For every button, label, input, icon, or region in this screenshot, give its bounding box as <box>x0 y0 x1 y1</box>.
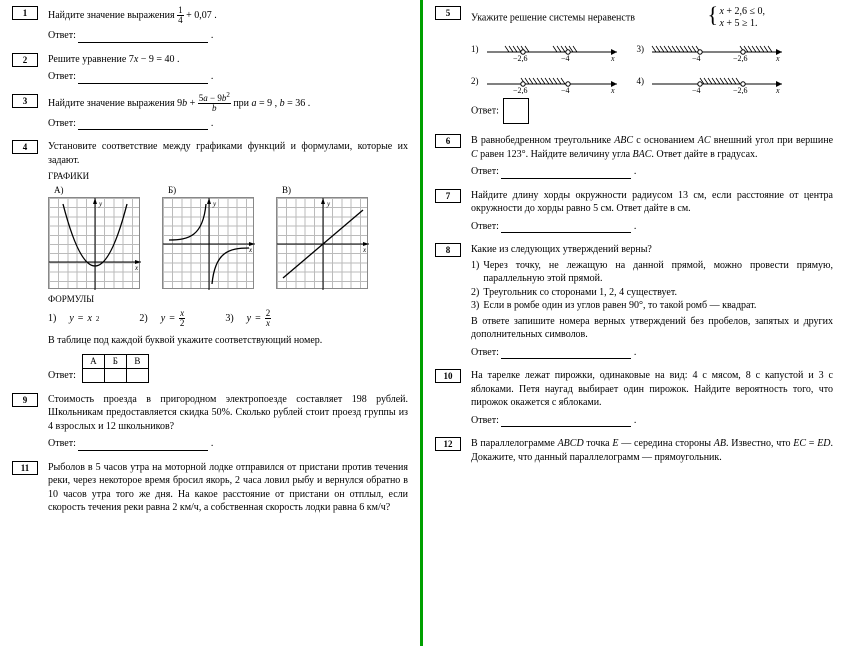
table-instruction: В таблице под каждой буквой укажите соот… <box>48 334 408 348</box>
task-prompt: В равнобедренном треугольнике ABC с осно… <box>471 134 833 161</box>
answer-instruction: В ответе запишите номера верных утвержде… <box>471 315 833 342</box>
answer-line: Ответ: . <box>48 117 408 131</box>
answer-line: Ответ: . <box>471 165 833 179</box>
answer-table: Ответ: АБВ <box>48 352 408 383</box>
task-number: 5 <box>435 6 461 20</box>
task-prompt: Стоимость проезда в пригородном электроп… <box>48 393 408 434</box>
right-column: 5 Укажите решение системы неравенств x +… <box>423 0 845 646</box>
svg-text:x: x <box>248 246 253 254</box>
task-9: 9 Стоимость проезда в пригородном электр… <box>12 393 408 451</box>
statement-2: 2)Треугольник со сторонами 1, 2, 4 сущес… <box>471 286 833 300</box>
svg-text:x: x <box>775 86 780 94</box>
task-12: 12 В параллелограмме ABCD точка E — сере… <box>435 437 833 466</box>
formulas-row: 1) y = x2 2) y = x2 3) y = 2x <box>48 309 408 328</box>
task-10: 10 На тарелке лежат пирожки, одинаковые … <box>435 369 833 427</box>
svg-text:y: y <box>212 200 217 208</box>
task-prompt: В параллелограмме ABCD точка E — середин… <box>471 437 833 464</box>
task-prompt: Найдите значение выражения 14 + 0,07 . <box>48 6 408 25</box>
task-number: 4 <box>12 140 38 154</box>
task-question: Какие из следующих утверждений верны? <box>471 243 833 257</box>
formula-3: 3) y = 2x <box>225 309 271 328</box>
svg-text:−2,6: −2,6 <box>733 86 748 94</box>
svg-text:−2,6: −2,6 <box>513 54 528 62</box>
inequality-system: x + 2,6 ≤ 0, x + 5 ≥ 1. <box>707 6 765 30</box>
number-line-diagrams: 1) −2,6 −4 x <box>471 36 833 94</box>
answer-line: Ответ: . <box>48 29 408 43</box>
task-prompt: Рыболов в 5 часов утра на моторной лодке… <box>48 461 408 515</box>
task-number: 3 <box>12 94 38 108</box>
diagram-2: 2) −2,6 −4 x <box>471 68 623 94</box>
task-prompt: Найдите значение выражения 9b + 5a − 9b2… <box>48 94 408 113</box>
task-5: 5 Укажите решение системы неравенств x +… <box>435 6 833 124</box>
graph-b: Б) y x <box>162 184 254 289</box>
svg-text:−4: −4 <box>561 54 570 62</box>
task-number: 11 <box>12 461 38 475</box>
svg-text:x: x <box>610 54 615 62</box>
graph-a: А) y x <box>48 184 140 289</box>
task-prompt: Установите соответствие между графиками … <box>48 140 408 167</box>
task-number: 12 <box>435 437 461 451</box>
diagram-3: 3) −4 −2,6 x <box>637 36 789 62</box>
svg-text:y: y <box>98 200 103 208</box>
task-1: 1 Найдите значение выражения 14 + 0,07 .… <box>12 6 408 43</box>
svg-text:x: x <box>134 264 139 272</box>
statement-3: 3)Если в ромбе один из углов равен 90°, … <box>471 299 833 313</box>
formula-1: 1) y = x2 <box>48 309 99 328</box>
task-number: 2 <box>12 53 38 67</box>
statement-1: 1)Через точку, не лежащую на данной прям… <box>471 259 833 286</box>
formula-2: 2) y = x2 <box>139 309 185 328</box>
graph-svg: y x <box>163 198 255 290</box>
svg-text:y: y <box>326 200 331 208</box>
graph-svg: y x <box>277 198 369 290</box>
svg-text:x: x <box>775 54 780 62</box>
svg-text:−4: −4 <box>561 86 570 94</box>
task-number: 1 <box>12 6 38 20</box>
task-8: 8 Какие из следующих утверждений верны? … <box>435 243 833 359</box>
answer-line: Ответ: . <box>48 70 408 84</box>
graph-svg: y x <box>49 198 141 290</box>
diagram-4: 4) −4 −2,6 x <box>637 68 789 94</box>
task-4: 4 Установите соответствие между графикам… <box>12 140 408 383</box>
task-6: 6 В равнобедренном треугольнике ABC с ос… <box>435 134 833 179</box>
answer-box: Ответ: <box>471 98 833 124</box>
task-7: 7 Найдите длину хорды окружности радиусо… <box>435 189 833 234</box>
graph-grid: y x <box>276 197 368 289</box>
svg-text:x: x <box>362 246 367 254</box>
formulas-label: ФОРМУЛЫ <box>48 293 408 305</box>
svg-text:−2,6: −2,6 <box>733 54 748 62</box>
task-prompt: Решите уравнение 7x − 9 = 40 . <box>48 53 408 67</box>
left-column: 1 Найдите значение выражения 14 + 0,07 .… <box>0 0 420 646</box>
task-prompt: Укажите решение системы неравенств x + 2… <box>471 6 833 30</box>
task-number: 7 <box>435 189 461 203</box>
svg-text:−4: −4 <box>692 86 701 94</box>
answer-line: Ответ: . <box>48 437 408 451</box>
statements-list: 1)Через точку, не лежащую на данной прям… <box>471 259 833 313</box>
answer-line: Ответ: . <box>471 346 833 360</box>
task-11: 11 Рыболов в 5 часов утра на моторной ло… <box>12 461 408 517</box>
task-3: 3 Найдите значение выражения 9b + 5a − 9… <box>12 94 408 131</box>
task-number: 8 <box>435 243 461 257</box>
answer-line: Ответ: . <box>471 220 833 234</box>
task-number: 10 <box>435 369 461 383</box>
answer-line: Ответ: . <box>471 414 833 428</box>
graph-grid: y x <box>162 197 254 289</box>
task-number: 9 <box>12 393 38 407</box>
task-number: 6 <box>435 134 461 148</box>
abv-table: АБВ <box>82 354 149 383</box>
task-prompt: Найдите длину хорды окружности радиусом … <box>471 189 833 216</box>
task-prompt: На тарелке лежат пирожки, одинаковые на … <box>471 369 833 410</box>
diagram-1: 1) −2,6 −4 x <box>471 36 623 62</box>
graph-grid: y x <box>48 197 140 289</box>
svg-text:−2,6: −2,6 <box>513 86 528 94</box>
graph-c: В) y x <box>276 184 368 289</box>
task-2: 2 Решите уравнение 7x − 9 = 40 . Ответ: … <box>12 53 408 84</box>
svg-text:−4: −4 <box>692 54 701 62</box>
graphs-label: ГРАФИКИ <box>48 170 408 182</box>
svg-text:x: x <box>610 86 615 94</box>
graphs-row: А) y x Б) <box>48 184 408 289</box>
